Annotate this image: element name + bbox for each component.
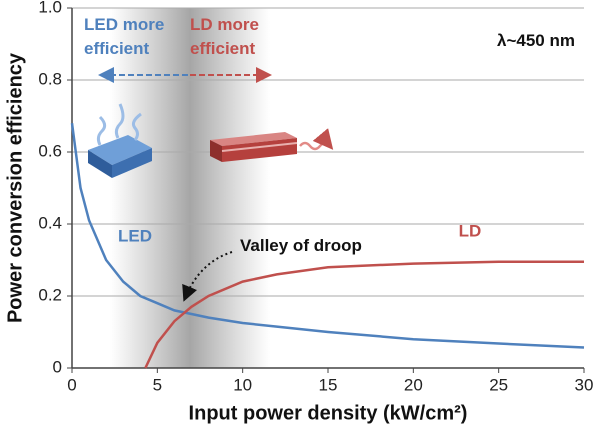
annotation: LED more efficient bbox=[84, 15, 164, 58]
x-tick-label: 15 bbox=[319, 375, 338, 394]
annotation: LD more efficient bbox=[190, 15, 259, 58]
y-tick-label: 0.2 bbox=[38, 285, 62, 304]
plot bbox=[70, 123, 585, 369]
annotation-line: LED more bbox=[84, 15, 164, 34]
annotation: Valley of droop bbox=[240, 236, 362, 255]
x-tick-label: 30 bbox=[575, 375, 594, 394]
y-tick-label: 0.4 bbox=[38, 213, 62, 232]
annotation-line: efficient bbox=[84, 39, 150, 58]
arrow bbox=[182, 251, 233, 302]
x-axis-title: Input power density (kW/cm²) bbox=[189, 402, 468, 424]
line-series bbox=[144, 260, 584, 369]
y-tick-label: 0 bbox=[53, 357, 62, 376]
led-chip-icon bbox=[88, 103, 152, 178]
series-label: LED bbox=[118, 226, 152, 245]
y-axis-title: Power conversion efficiency bbox=[4, 52, 26, 323]
annotation-line: λ~450 nm bbox=[497, 31, 575, 50]
x-tick-label: 25 bbox=[489, 375, 508, 394]
grid bbox=[67, 7, 585, 373]
x-tick-label: 20 bbox=[404, 375, 423, 394]
y-tick-label: 0.6 bbox=[38, 141, 62, 160]
line-series bbox=[70, 123, 585, 349]
annotation-line: LD more bbox=[190, 15, 259, 34]
annotation-line: Valley of droop bbox=[240, 236, 362, 255]
series-label: LD bbox=[459, 221, 482, 240]
annotation-line: efficient bbox=[190, 39, 256, 58]
ld-bar-icon bbox=[210, 128, 334, 162]
x-tick-label: 5 bbox=[153, 375, 162, 394]
y-tick-label: 1.0 bbox=[38, 0, 62, 16]
y-tick-label: 0.8 bbox=[38, 69, 62, 88]
x-tick-label: 0 bbox=[67, 375, 76, 394]
annotation: λ~450 nm bbox=[497, 31, 575, 50]
x-tick-label: 10 bbox=[233, 375, 252, 394]
